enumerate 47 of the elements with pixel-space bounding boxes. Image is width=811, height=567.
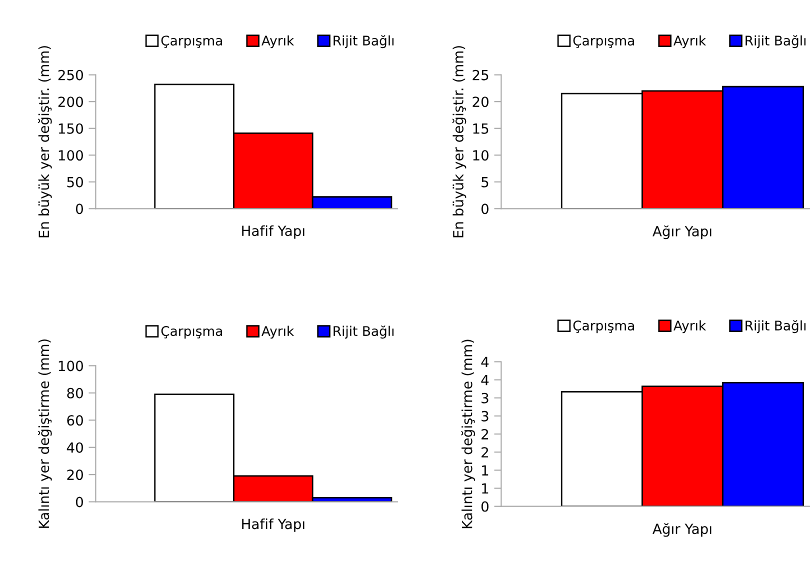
y-axis-title: Kalıntı yer değiştirme (mm) — [461, 340, 475, 528]
legend-label: Çarpışma — [161, 326, 222, 339]
y-tick-label: 20 — [67, 470, 83, 480]
y-tick-label: 150 — [58, 123, 83, 134]
x-tick-label: Hafif Yapı — [242, 225, 304, 239]
y-tick-label: 4 — [481, 374, 489, 386]
y-tick-label: 3 — [482, 392, 488, 404]
legend-label: Rijit Bağlı — [334, 35, 394, 48]
y-tick-label: 250 — [58, 70, 83, 80]
y-tick-label: 0 — [481, 204, 488, 214]
legend-label: Ayrık — [674, 35, 706, 48]
legend-label: Ayrık — [674, 320, 706, 334]
y-tick-label: 0 — [481, 501, 488, 512]
legend-label: Rijit Bağlı — [746, 320, 806, 334]
y-tick-label: 100 — [58, 360, 83, 372]
y-axis-title: Kalıntı yer değiştirme (mm) — [38, 339, 52, 528]
x-tick-label: Ağır Yapı — [652, 225, 712, 240]
y-tick-label: 10 — [473, 150, 488, 161]
y-tick-label: 200 — [58, 96, 83, 108]
y-tick-label: 0 — [76, 204, 83, 214]
y-tick-label: 2 — [482, 447, 488, 458]
legend-label: Rijit Bağlı — [746, 35, 806, 48]
x-tick-label: Ağır Yapı — [652, 523, 712, 537]
y-tick-label: 0 — [76, 496, 83, 508]
y-tick-label: 100 — [58, 150, 83, 161]
y-tick-label: 80 — [67, 388, 83, 398]
y-tick-label: 1 — [482, 483, 488, 494]
legend-label: Çarpışma — [573, 320, 634, 334]
y-axis-title: En büyük yer değiştir. (mm) — [452, 46, 466, 238]
legend-label: Rijit Bağlı — [334, 325, 394, 339]
y-tick-label: 50 — [67, 176, 83, 188]
y-tick-label: 5 — [482, 177, 488, 188]
legend-label: Ayrık — [262, 35, 294, 48]
legend-label: Çarpışma — [573, 36, 634, 48]
legend-label: Ayrık — [262, 326, 294, 339]
legend-label: Çarpışma — [161, 36, 222, 48]
x-tick-label: Hafif Yapı — [242, 518, 304, 532]
y-tick-label: 4 — [481, 356, 489, 368]
y-tick-label: 3 — [482, 410, 488, 422]
y-tick-label: 25 — [472, 70, 488, 80]
y-tick-label: 1 — [482, 465, 488, 476]
y-tick-label: 20 — [472, 96, 488, 108]
y-axis-title: En büyük yer değiştir. (mm) — [38, 46, 52, 238]
y-tick-label: 40 — [66, 442, 83, 453]
y-tick-label: 60 — [67, 415, 83, 426]
y-tick-label: 2 — [482, 429, 488, 440]
y-tick-label: 15 — [473, 124, 488, 134]
